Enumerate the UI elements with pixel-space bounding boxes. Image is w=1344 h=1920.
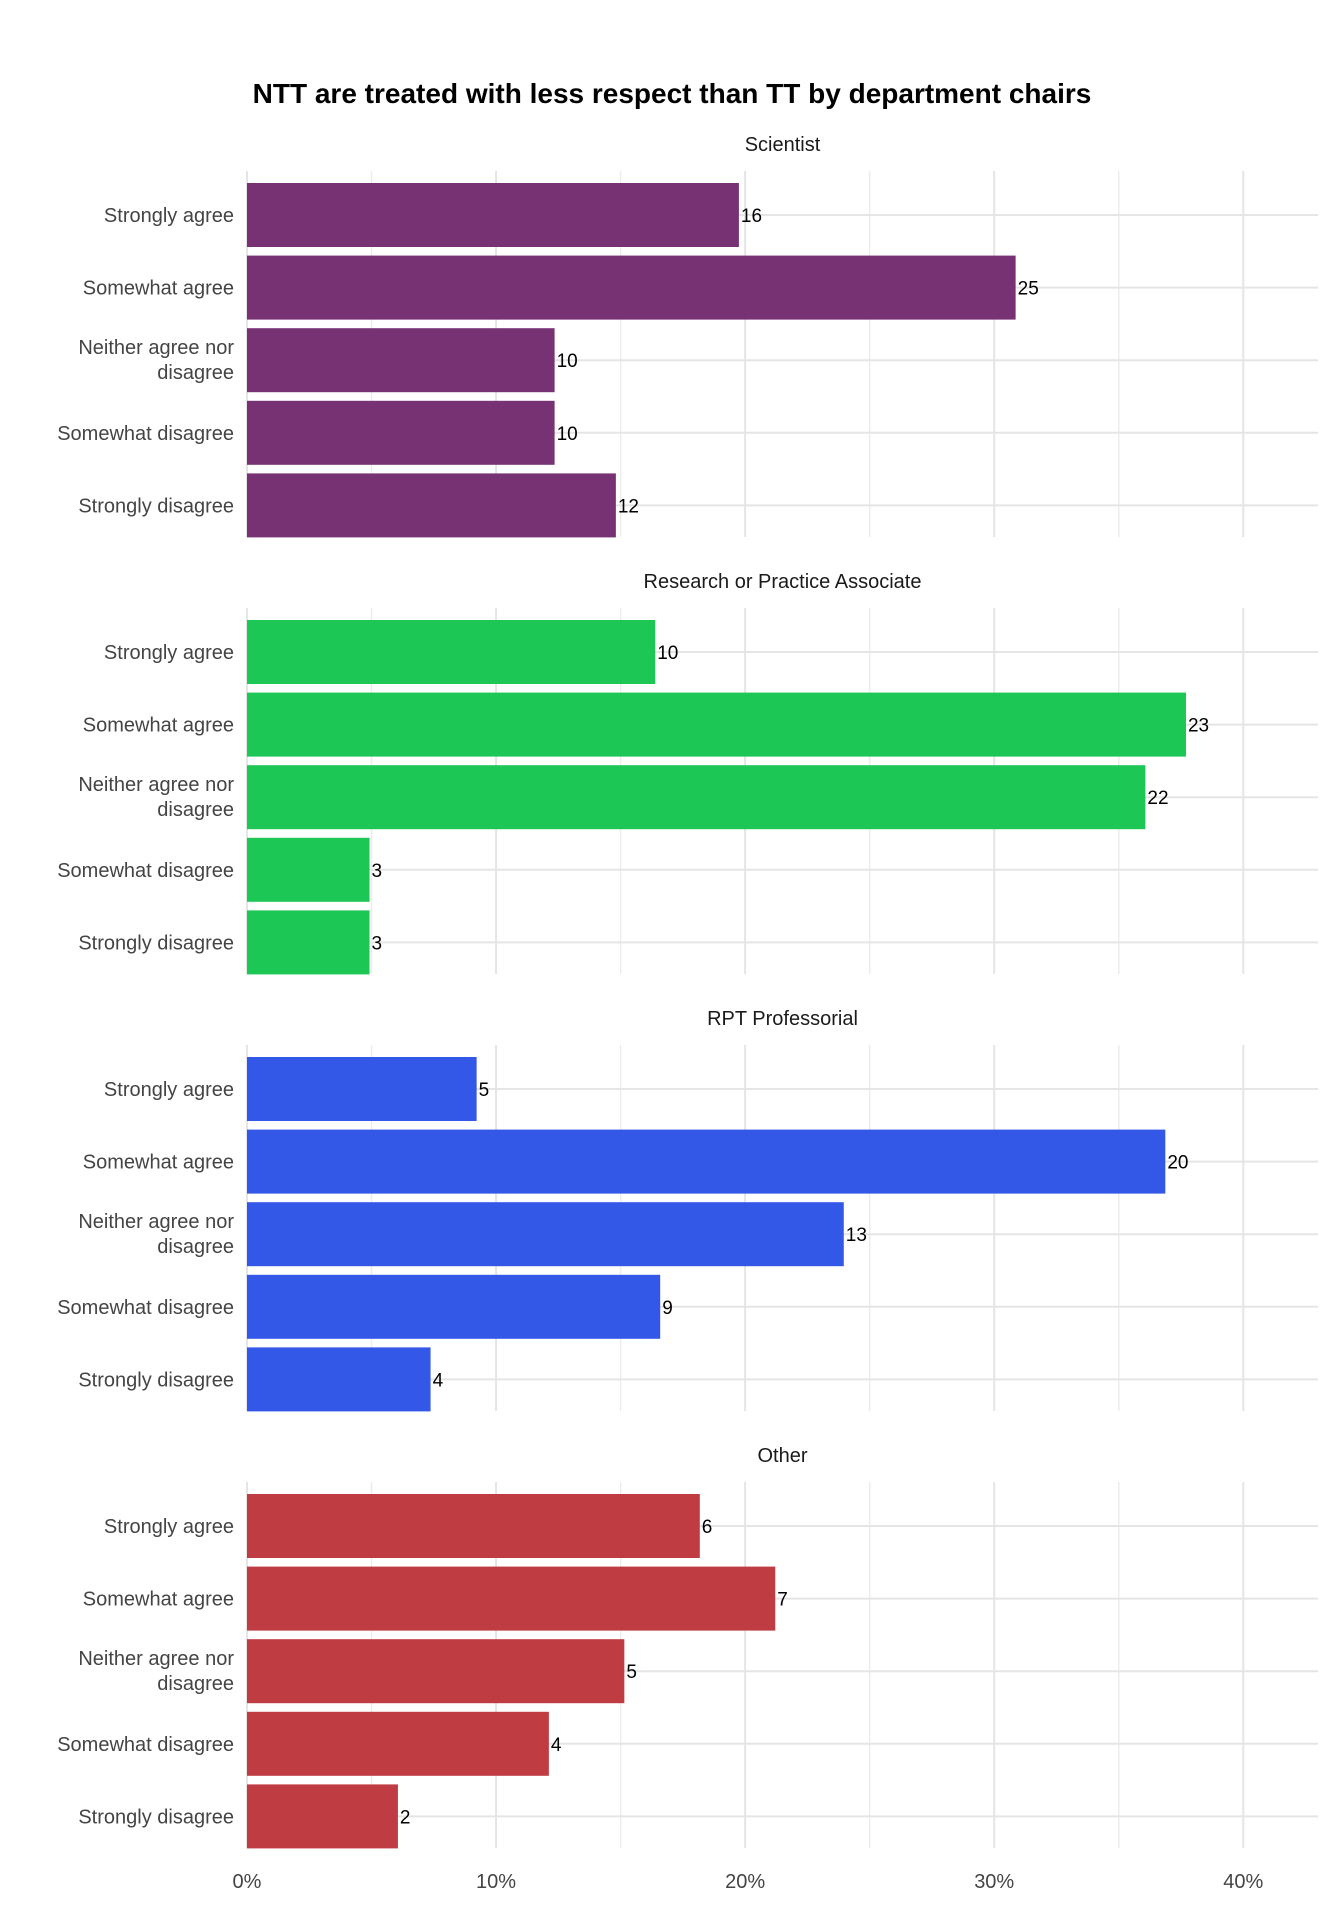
bar xyxy=(247,1202,844,1267)
category-label-line: disagree xyxy=(157,362,234,384)
bar-count-label: 10 xyxy=(557,351,578,372)
category-label: Neither agree nor disagree xyxy=(78,774,234,821)
bar-count-label: 20 xyxy=(1167,1153,1188,1174)
facet-strip-label: RPT Professorial xyxy=(707,1008,858,1030)
bar-count-label: 12 xyxy=(618,496,639,517)
bar-count-label: 5 xyxy=(626,1662,637,1683)
bar xyxy=(247,910,370,975)
bar xyxy=(247,1711,549,1776)
bar xyxy=(247,620,656,684)
category-label-line: Neither agree nor xyxy=(78,774,234,796)
bar xyxy=(247,837,370,902)
bar xyxy=(247,183,739,247)
bar-count-label: 5 xyxy=(479,1080,490,1101)
facet-panel: RPT Professorial 5 Strongly agree 20 Somewha… xyxy=(57,1008,1318,1412)
category-label: Somewhat agree xyxy=(83,715,234,737)
bar xyxy=(247,1274,661,1339)
category-label: Strongly disagree xyxy=(78,1806,234,1828)
bar xyxy=(247,1057,477,1121)
facet-strip-label: Other xyxy=(757,1445,807,1467)
category-label: Somewhat disagree xyxy=(57,1734,234,1756)
bar xyxy=(247,692,1186,757)
bar-count-label: 6 xyxy=(702,1517,713,1538)
category-label: Somewhat agree xyxy=(83,1152,234,1174)
category-label: Strongly agree xyxy=(104,642,234,664)
x-tick-label: 40% xyxy=(1223,1871,1263,1893)
category-label-line: disagree xyxy=(157,799,234,821)
bar-count-label: 4 xyxy=(433,1370,444,1391)
bar xyxy=(247,1639,625,1704)
bar xyxy=(247,255,1016,320)
category-label: Somewhat disagree xyxy=(57,423,234,445)
bar-count-label: 2 xyxy=(400,1807,411,1828)
category-label: Neither agree nor disagree xyxy=(78,337,234,384)
category-label-line: Neither agree nor xyxy=(78,1211,234,1233)
facet-panel: Research or Practice Associate 10 Strongly… xyxy=(57,571,1318,975)
category-label-line: Neither agree nor xyxy=(78,337,234,359)
bar-count-label: 23 xyxy=(1188,716,1209,737)
bar xyxy=(247,1494,700,1558)
category-label: Strongly disagree xyxy=(78,1369,234,1391)
bar-count-label: 9 xyxy=(662,1298,673,1319)
bar-count-label: 4 xyxy=(551,1735,562,1756)
bar-count-label: 22 xyxy=(1147,788,1168,809)
bar-count-label: 13 xyxy=(846,1225,867,1246)
category-label: Somewhat agree xyxy=(83,1589,234,1611)
bar xyxy=(247,328,555,393)
bar-count-label: 10 xyxy=(557,424,578,445)
category-label: Somewhat disagree xyxy=(57,1297,234,1319)
bar-count-label: 7 xyxy=(777,1590,788,1611)
x-tick-label: 0% xyxy=(233,1871,262,1893)
category-label: Somewhat disagree xyxy=(57,860,234,882)
category-label: Somewhat agree xyxy=(83,278,234,300)
category-label-line: disagree xyxy=(157,1236,234,1258)
category-label: Neither agree nor disagree xyxy=(78,1648,234,1695)
bar xyxy=(247,1566,776,1631)
category-label: Neither agree nor disagree xyxy=(78,1211,234,1258)
category-label-line: Neither agree nor xyxy=(78,1648,234,1670)
category-label: Strongly agree xyxy=(104,205,234,227)
facet-panel: Scientist 16 Strongly agree 25 Somewhat agre… xyxy=(57,134,1318,538)
category-label-line: disagree xyxy=(157,1673,234,1695)
x-tick-label: 10% xyxy=(476,1871,516,1893)
facet-strip-label: Scientist xyxy=(745,134,821,156)
bar xyxy=(247,765,1146,830)
x-axis: 0% 10% 20% 30% 40% xyxy=(233,1871,1264,1893)
chart-title: NTT are treated with less respect than T… xyxy=(253,78,1092,109)
facet-strip-label: Research or Practice Associate xyxy=(644,571,922,593)
x-tick-label: 20% xyxy=(725,1871,765,1893)
category-label: Strongly disagree xyxy=(78,495,234,517)
bar-count-label: 3 xyxy=(372,933,383,954)
bar xyxy=(247,1347,431,1412)
bar-count-label: 3 xyxy=(372,861,383,882)
bar-count-label: 25 xyxy=(1018,279,1039,300)
x-tick-label: 30% xyxy=(974,1871,1014,1893)
bar xyxy=(247,1784,398,1849)
category-label: Strongly disagree xyxy=(78,932,234,954)
bar xyxy=(247,1129,1166,1194)
category-label: Strongly agree xyxy=(104,1079,234,1101)
bar xyxy=(247,400,555,465)
category-label: Strongly agree xyxy=(104,1516,234,1538)
facet-panel: Other 6 Strongly agree 7 Somewhat agree 5 Neit… xyxy=(57,1445,1318,1849)
bar-count-label: 16 xyxy=(741,206,762,227)
bar xyxy=(247,473,616,538)
bar-count-label: 10 xyxy=(657,643,678,664)
